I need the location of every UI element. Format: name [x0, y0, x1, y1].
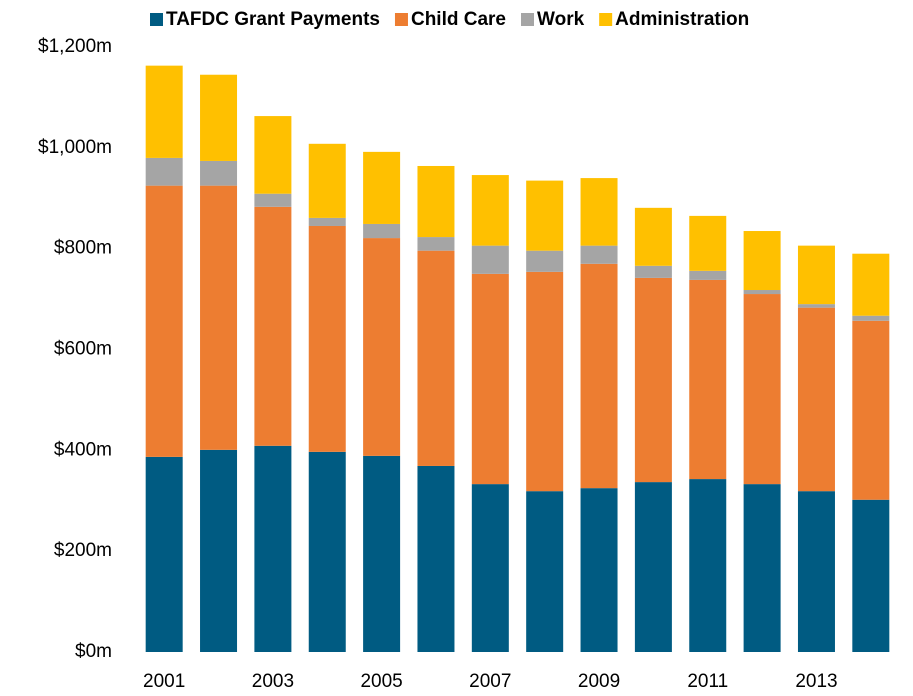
bar-segment: [471, 175, 509, 246]
bar-segment: [308, 225, 346, 452]
bar-segment: [580, 488, 618, 652]
bar-segment: [417, 165, 455, 238]
y-tick-label: $1,000m: [38, 137, 112, 158]
bar-segment: [200, 185, 238, 450]
bar-segment: [471, 273, 509, 485]
bar-segment: [363, 455, 401, 652]
bar-segment: [580, 245, 618, 264]
legend-label: Child Care: [411, 9, 506, 30]
bar-segment: [743, 290, 781, 295]
bar-segment: [797, 491, 835, 652]
bar-segment: [308, 143, 346, 218]
bar-segment: [200, 160, 238, 186]
x-tick-label: 2009: [578, 671, 620, 692]
bar-segment: [634, 277, 672, 483]
legend-label: Work: [537, 9, 585, 30]
bar-segment: [254, 193, 292, 207]
legend-swatch: [599, 13, 613, 26]
bar-segment: [743, 484, 781, 652]
x-tick-label: 2007: [469, 671, 511, 692]
bar-segment: [254, 206, 292, 446]
bar-segment: [308, 451, 346, 652]
y-tick-label: $200m: [54, 540, 112, 561]
bar-segment: [797, 307, 835, 492]
x-tick-label: 2013: [795, 671, 837, 692]
bar-segment: [254, 445, 292, 652]
bar-segment: [200, 449, 238, 652]
x-tick-label: 2003: [252, 671, 294, 692]
bar-segment: [634, 265, 672, 278]
bar-segment: [689, 279, 727, 480]
bar-segment: [580, 178, 618, 246]
legend-swatch: [150, 13, 163, 26]
bar-segment: [526, 491, 564, 652]
y-tick-label: $0m: [75, 641, 112, 662]
x-tick-label: 2001: [143, 671, 185, 692]
bar-segment: [417, 250, 455, 466]
legend-swatch: [521, 13, 534, 26]
bar-segment: [145, 456, 183, 652]
bar-segment: [634, 207, 672, 266]
y-tick-label: $1,200m: [38, 36, 112, 57]
bar-segment: [852, 320, 890, 500]
y-tick-label: $400m: [54, 439, 112, 460]
bar-segment: [363, 151, 401, 224]
bar-segment: [526, 271, 564, 492]
bar-segment: [797, 245, 835, 305]
bar-segment: [471, 245, 509, 274]
bar-segment: [689, 270, 727, 280]
x-tick-label: 2011: [687, 671, 728, 692]
bar-segment: [363, 223, 401, 239]
bar-segment: [580, 263, 618, 489]
bar-segment: [363, 238, 401, 456]
bar-segment: [471, 484, 509, 652]
bar-segment: [689, 479, 727, 652]
x-tick-label: 2005: [360, 671, 402, 692]
bar-segment: [254, 116, 292, 194]
bar-segment: [852, 253, 890, 316]
legend-swatch: [394, 13, 408, 26]
legend-label: Administration: [615, 9, 749, 30]
bar-segment: [526, 180, 564, 251]
bar-segment: [145, 65, 183, 158]
bar-segment: [526, 250, 564, 272]
bar-segment: [417, 465, 455, 652]
bar-segment: [308, 217, 346, 226]
y-tick-label: $600m: [54, 339, 112, 360]
bar-segment: [417, 237, 455, 251]
bar-segment: [689, 215, 727, 271]
bar-segment: [852, 315, 890, 321]
y-tick-label: $800m: [54, 238, 112, 259]
bar-segment: [145, 185, 183, 457]
bar-segment: [743, 231, 781, 291]
bar-segment: [200, 74, 238, 161]
bar-segment: [145, 157, 183, 186]
legend-label: TAFDC Grant Payments: [166, 9, 380, 30]
bar-segment: [743, 294, 781, 485]
bar-segment: [634, 482, 672, 652]
bar-segment: [797, 304, 835, 308]
bar-segment: [852, 499, 890, 652]
